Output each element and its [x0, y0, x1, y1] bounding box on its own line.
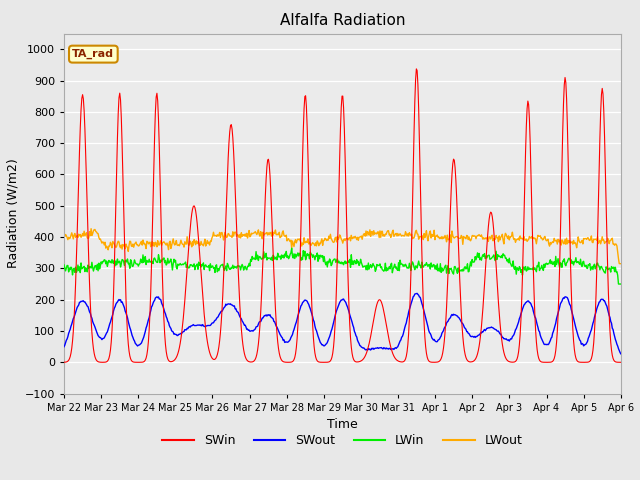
- X-axis label: Time: Time: [327, 418, 358, 431]
- Title: Alfalfa Radiation: Alfalfa Radiation: [280, 13, 405, 28]
- Legend: SWin, SWout, LWin, LWout: SWin, SWout, LWin, LWout: [157, 429, 527, 452]
- Y-axis label: Radiation (W/m2): Radiation (W/m2): [6, 159, 19, 268]
- Text: TA_rad: TA_rad: [72, 49, 115, 59]
